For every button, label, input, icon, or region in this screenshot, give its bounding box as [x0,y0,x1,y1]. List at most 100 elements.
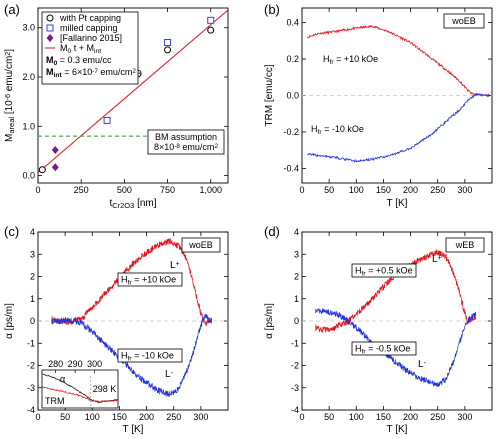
fallarino-point [51,145,59,154]
x-tick-label: 300 [193,412,208,422]
series-label-box [351,341,417,356]
x-tick-label: 200 [139,412,154,422]
x-tick-label: 100 [349,412,364,422]
text-part: emu/cm [4,56,15,94]
letter-upper: L+ [432,254,442,265]
text-part: -7 [92,68,98,75]
y-tick-label: -1 [27,338,35,348]
text-part: H [323,54,330,64]
y-tick-label: 0 [30,316,35,326]
pt-capping-point [207,26,215,34]
y-axis-label: TRM [emu/cc] [264,64,275,126]
y-tick-label: -4 [291,405,299,415]
legend-param: Mint = 6×10-7 emu/cm2 [46,67,136,79]
text-part: M [46,67,54,77]
text-part: = +0.5 kOe [366,266,413,276]
text-part: fr [362,270,367,277]
text-part: fr [362,348,367,355]
text-part: - [424,360,427,367]
panel-label: (a) [4,2,20,17]
text-part: fr [128,279,133,286]
x-axis-label: tCr2O3 [nm] [109,198,156,210]
text-part: 2 [214,143,218,150]
y-tick-label: -2 [27,361,35,371]
panel-b: 0 50 100 150 200 250 300 -0.4 -0.2 0.0 0.2 0.4 (b) wo… [264,2,493,209]
series-label-bg [308,122,368,136]
x-axis-label: T [K] [387,424,408,435]
trm-minus-line [307,92,490,163]
text-part: 0 [54,60,58,67]
y-tick-label: 0.2 [286,54,299,64]
text-part: emu/cm [98,67,133,77]
alpha-series-2 [51,313,212,398]
x-tick-label: 150 [112,412,127,422]
legend-param: M0 = 0.3 emu/cc [46,55,112,67]
fallarino-point [51,163,59,172]
pt-capping-point [38,166,46,174]
legend-marker [46,14,54,22]
letter-lower: L- [418,359,427,370]
y-tick-label: 1 [294,294,299,304]
x-tick-label: 50 [324,412,334,422]
x-axis-label: T [K] [123,424,144,435]
x-tick-label: 250 [430,412,445,422]
inset-temp-label: 298 K [93,384,117,394]
y-axis-label: Mareal [10-6 emu/cm2] [4,49,16,142]
text-part: t [109,198,112,209]
panel-label: (c) [4,224,19,239]
text-part: emu/cm [180,142,215,152]
x-tick-label: 0 [299,185,304,195]
text-part: fr [330,59,335,66]
milled-capping-point [207,16,215,24]
x-tick-label: 300 [457,185,472,195]
x-tick-label: 200 [403,185,418,195]
legend [41,11,139,85]
series-label-box [351,263,417,278]
text-part: int [94,48,101,55]
text-part: H [121,275,128,285]
tag-label: woEB [451,16,476,26]
tag-box [445,237,485,253]
legend-marker [46,34,54,42]
legend-entry: with Pt capping [59,13,121,23]
text-part: = -10 kOe [132,351,174,361]
inset-alpha-label: α [60,374,65,384]
text-part: 8×10 [154,142,174,152]
legend-entry: M0 t + Mint [60,43,101,55]
y-tick-label: -1 [291,338,299,348]
text-part: = 0.3 emu/cc [57,55,112,65]
inset-tick-label: 300 [87,359,102,369]
text-part: fr [318,129,323,136]
alpha-series-2 [315,307,477,388]
milled-capping-point [164,39,172,47]
x-tick-label: 0 [299,412,304,422]
y-tick-label: 3.0 [22,23,35,33]
y-tick-label: 3 [294,249,299,259]
letter-upper: L+ [170,260,180,271]
text-part: H [355,344,362,354]
text-part: = -0.5 kOe [366,344,411,354]
text-part: = +10 kOe [132,275,177,285]
legend-marker [46,24,54,32]
text-part: int [54,72,63,79]
text-part: H [311,124,318,134]
inset-trm-line [41,386,118,403]
y-tick-label: 2 [294,272,299,282]
y-tick-label: -0.2 [283,127,299,137]
x-tick-label: 1,000 [199,185,222,195]
y-tick-label: 2.0 [22,72,35,82]
text-part: L [165,369,171,380]
text-part: = +10 kOe [334,54,379,64]
x-tick-label: 300 [457,412,472,422]
legend-entry: [Fallarino 2015] [60,33,122,43]
y-tick-label: 4 [294,227,299,237]
text-part: [10 [4,100,15,117]
y-tick-label: 0.4 [286,18,299,28]
text-part: 0 [68,48,72,55]
y-tick-label: 1.0 [22,121,35,131]
series-label: Hfr = +10 kOe [121,275,176,287]
x-tick-label: 150 [376,412,391,422]
trm-plus-line [307,24,490,98]
